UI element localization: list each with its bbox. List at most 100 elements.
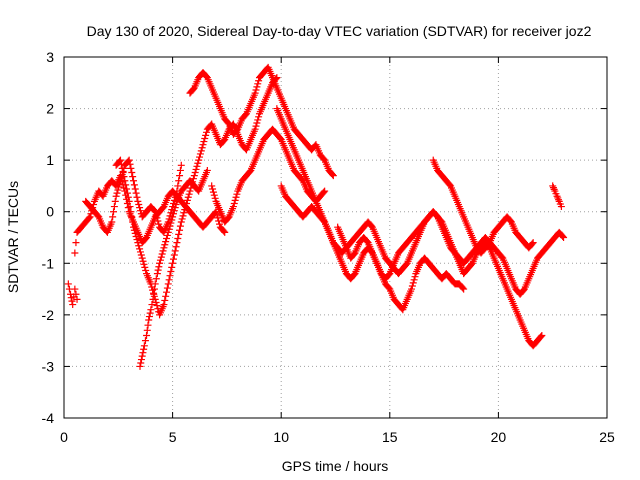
- data-point: [123, 189, 131, 197]
- data-point: [130, 223, 138, 231]
- data-point: [254, 80, 262, 88]
- data-point: [71, 249, 79, 257]
- data-point: [126, 203, 134, 211]
- data-point: [136, 245, 144, 253]
- data-point: [113, 189, 121, 197]
- data-point: [143, 331, 151, 339]
- data-point: [178, 215, 186, 223]
- data-point: [554, 194, 562, 202]
- data-point: [137, 359, 145, 367]
- data-point: [233, 190, 241, 198]
- x-tick-label: 10: [273, 429, 289, 445]
- tick-marks: [63, 56, 608, 419]
- data-point: [133, 193, 141, 201]
- data-point: [115, 183, 123, 191]
- data-point: [175, 230, 183, 238]
- data-point: [559, 232, 567, 240]
- data-point: [134, 197, 142, 205]
- x-tick-label: 20: [491, 429, 507, 445]
- data-point: [152, 211, 160, 219]
- data-point: [151, 280, 159, 288]
- data-point: [153, 214, 161, 222]
- data-point: [139, 257, 147, 265]
- data-point: [208, 182, 216, 190]
- data-point: [201, 134, 209, 142]
- data-point: [230, 199, 238, 207]
- data-point: [135, 200, 143, 208]
- data-point: [150, 290, 158, 298]
- data-point: [153, 270, 161, 278]
- data-point: [255, 77, 263, 85]
- y-tick-label: -2: [42, 307, 55, 323]
- data-point: [254, 116, 262, 124]
- data-point: [154, 217, 162, 225]
- data-point: [140, 342, 148, 350]
- y-tick-label: 3: [46, 49, 54, 65]
- data-point: [125, 156, 133, 164]
- data-point: [131, 229, 139, 237]
- series-arc-8: [277, 182, 468, 314]
- data-point: [72, 290, 80, 298]
- data-point: [186, 187, 194, 195]
- data-point: [176, 172, 184, 180]
- data-point: [215, 217, 223, 225]
- data-point: [411, 273, 419, 281]
- data-point: [252, 122, 260, 130]
- data-point: [174, 235, 182, 243]
- data-point: [232, 193, 240, 201]
- data-point: [136, 204, 144, 212]
- x-tick-label: 5: [169, 429, 177, 445]
- data-point: [152, 275, 160, 283]
- chart-title: Day 130 of 2020, Sidereal Day-to-day VTE…: [87, 23, 592, 39]
- data-point: [163, 231, 171, 239]
- data-point: [183, 199, 191, 207]
- data-point: [550, 185, 558, 193]
- y-tick-label: 2: [46, 101, 54, 117]
- data-point: [221, 228, 229, 236]
- data-point: [86, 213, 94, 221]
- data-point: [202, 131, 210, 139]
- y-tick-label: -1: [42, 255, 55, 271]
- data-point: [121, 177, 129, 185]
- data-point: [163, 284, 171, 292]
- data-point: [145, 316, 153, 324]
- data-point: [158, 250, 166, 258]
- data-point: [156, 256, 164, 264]
- data-point: [71, 285, 79, 293]
- data-point: [130, 177, 138, 185]
- data-point: [209, 185, 217, 193]
- data-point: [128, 169, 136, 177]
- data-point: [328, 171, 336, 179]
- data-point: [460, 285, 468, 293]
- data-point: [85, 214, 93, 222]
- data-point: [118, 164, 126, 172]
- series-arc-5: [136, 166, 211, 370]
- data-point: [329, 172, 337, 180]
- data-point: [213, 211, 221, 219]
- data-point: [152, 298, 160, 306]
- data-point: [143, 326, 151, 334]
- y-tick-label: 0: [46, 204, 54, 220]
- data-point: [167, 219, 175, 227]
- data-point: [127, 208, 135, 216]
- x-tick-label: 25: [599, 429, 615, 445]
- data-point: [174, 182, 182, 190]
- y-axis-label: SDTVAR / TECUs: [5, 181, 21, 293]
- data-point: [193, 162, 201, 170]
- data-point: [145, 313, 153, 321]
- data-point: [410, 276, 418, 284]
- data-point: [138, 352, 146, 360]
- data-point: [210, 191, 218, 199]
- data-point: [129, 218, 137, 226]
- data-point: [161, 241, 169, 249]
- data-point: [195, 156, 203, 164]
- data-point: [163, 235, 171, 243]
- data-point: [73, 295, 81, 303]
- data-point: [179, 212, 187, 220]
- data-point: [251, 125, 259, 133]
- data-point: [127, 164, 135, 172]
- data-point: [144, 321, 152, 329]
- data-point: [194, 159, 202, 167]
- data-point: [172, 200, 180, 208]
- series-arc-3: [82, 156, 185, 236]
